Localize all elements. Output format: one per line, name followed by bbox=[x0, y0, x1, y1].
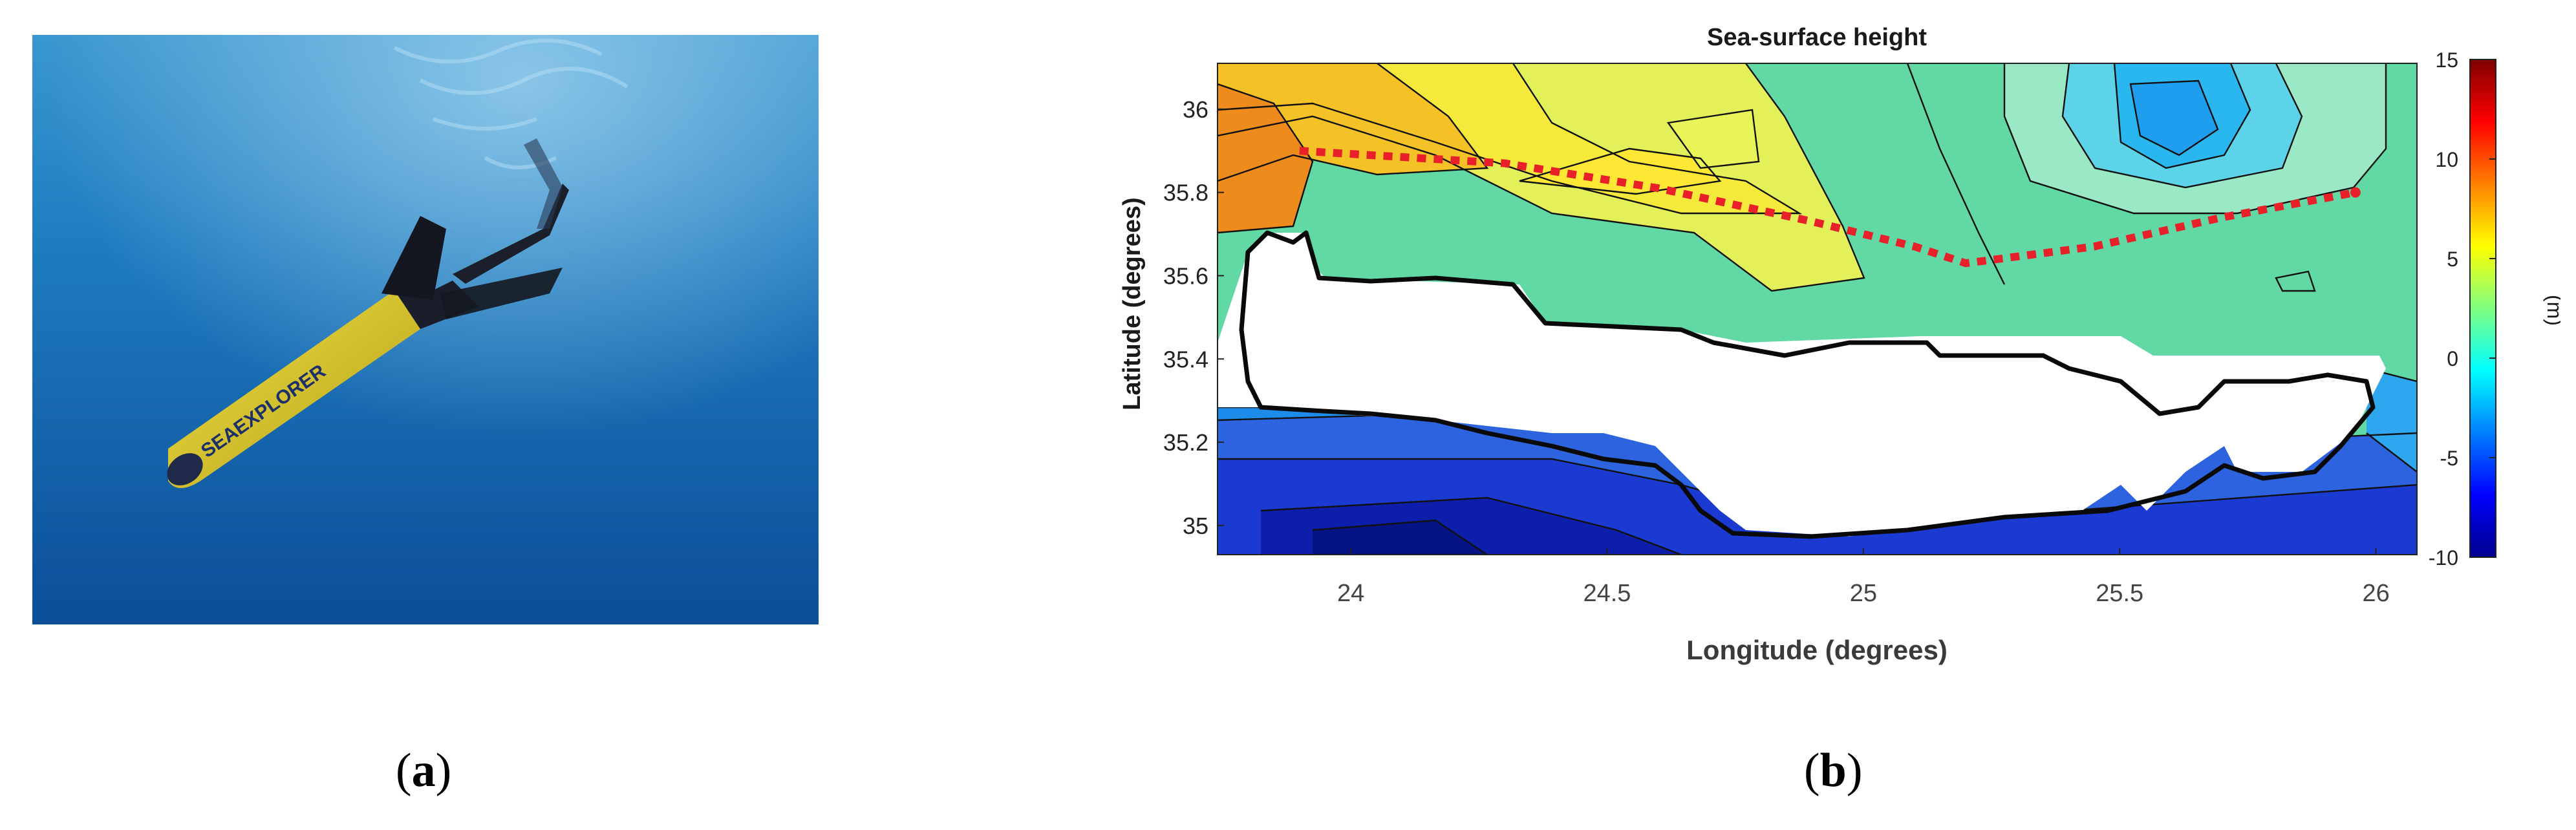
coastline bbox=[1239, 230, 2376, 539]
glider-track-line bbox=[1299, 147, 2357, 268]
y-axis-label: Latitude (degrees) bbox=[1119, 197, 1146, 410]
colorbar-tick-label: 10 bbox=[2435, 148, 2458, 171]
y-tick-label: 35.6 bbox=[1163, 262, 1208, 289]
x-tick-label: 24.5 bbox=[1583, 580, 1631, 607]
y-tick-label: 36 bbox=[1183, 96, 1208, 123]
colorbar-tick-label: 0 bbox=[2447, 347, 2458, 370]
plot-frame bbox=[1217, 63, 2418, 555]
colorbar-tick-label: -10 bbox=[2429, 546, 2458, 569]
colorbar bbox=[2469, 59, 2496, 558]
glider-photo-illustration: SEAEXPLORER bbox=[32, 35, 819, 624]
land-mask bbox=[1218, 233, 2386, 537]
x-axis-label: Longitude (degrees) bbox=[1686, 635, 1948, 665]
y-axis: 35 35.2 35.4 35.6 35.8 36 bbox=[1163, 96, 1224, 539]
panel-label-b: (b) bbox=[1804, 743, 1862, 798]
panel-a-open: ( bbox=[396, 744, 412, 797]
colorbar-tick-label: -5 bbox=[2440, 447, 2458, 470]
y-tick-label: 35 bbox=[1183, 513, 1208, 539]
glider-track-end-point bbox=[2350, 187, 2361, 198]
y-tick-label: 35.8 bbox=[1163, 180, 1208, 206]
colorbar-ticks: 15 10 5 0 -5 -10 bbox=[2429, 48, 2496, 569]
x-axis: 24 24.5 25 25.5 26 bbox=[1337, 548, 2390, 607]
colorbar-label: (m) bbox=[2543, 295, 2560, 326]
water-ripples bbox=[393, 38, 628, 169]
glider-track bbox=[1299, 147, 2361, 268]
colorbar-tick-label: 5 bbox=[2447, 248, 2458, 271]
x-tick-label: 24 bbox=[1337, 580, 1364, 607]
y-tick-label: 35.2 bbox=[1163, 429, 1208, 456]
x-tick-label: 25 bbox=[1850, 580, 1877, 607]
panel-a-letter: a bbox=[411, 744, 436, 797]
glider-photo: SEAEXPLORER bbox=[32, 35, 819, 624]
ssh-map: Sea-surface height bbox=[1119, 24, 2566, 665]
ssh-map-panel: Sea-surface height bbox=[1099, 19, 2566, 672]
y-tick-label: 35.4 bbox=[1163, 346, 1208, 372]
x-tick-label: 25.5 bbox=[2096, 580, 2143, 607]
ssh-field bbox=[1218, 63, 2417, 555]
panel-b-letter: b bbox=[1819, 744, 1847, 797]
colorbar-tick-label: 15 bbox=[2435, 48, 2458, 72]
panel-label-a: (a) bbox=[396, 743, 451, 798]
panel-b-close: ) bbox=[1846, 744, 1863, 797]
x-tick-label: 26 bbox=[2362, 580, 2389, 607]
chart-title: Sea-surface height bbox=[1707, 24, 1927, 51]
panel-a-close: ) bbox=[435, 744, 452, 797]
panel-b-open: ( bbox=[1804, 744, 1820, 797]
